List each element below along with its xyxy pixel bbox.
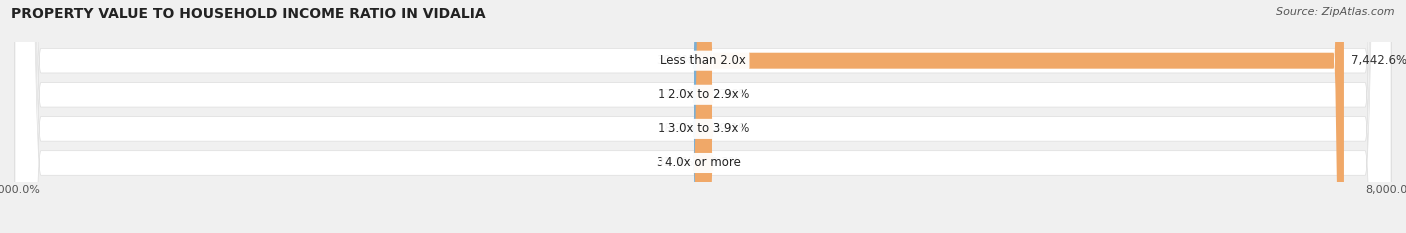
Text: 30.2%: 30.2% (657, 54, 693, 67)
Text: 31.9%: 31.9% (657, 157, 693, 169)
FancyBboxPatch shape (15, 0, 1391, 233)
Text: 3.0x to 3.9x: 3.0x to 3.9x (668, 122, 738, 135)
Text: 9.3%: 9.3% (710, 157, 741, 169)
FancyBboxPatch shape (693, 0, 711, 233)
Text: 29.1%: 29.1% (713, 122, 749, 135)
FancyBboxPatch shape (693, 0, 710, 233)
Text: Source: ZipAtlas.com: Source: ZipAtlas.com (1277, 7, 1395, 17)
FancyBboxPatch shape (693, 0, 711, 233)
FancyBboxPatch shape (15, 0, 1391, 233)
FancyBboxPatch shape (695, 0, 713, 233)
FancyBboxPatch shape (695, 0, 713, 233)
FancyBboxPatch shape (15, 0, 1391, 233)
FancyBboxPatch shape (693, 0, 713, 233)
FancyBboxPatch shape (693, 0, 711, 233)
FancyBboxPatch shape (703, 0, 1344, 233)
Text: 2.0x to 2.9x: 2.0x to 2.9x (668, 88, 738, 101)
Text: 27.6%: 27.6% (713, 88, 749, 101)
Text: 7,442.6%: 7,442.6% (1351, 54, 1406, 67)
Text: 4.0x or more: 4.0x or more (665, 157, 741, 169)
Text: 18.7%: 18.7% (657, 122, 695, 135)
Text: PROPERTY VALUE TO HOUSEHOLD INCOME RATIO IN VIDALIA: PROPERTY VALUE TO HOUSEHOLD INCOME RATIO… (11, 7, 486, 21)
FancyBboxPatch shape (15, 0, 1391, 233)
Text: 17.2%: 17.2% (657, 88, 695, 101)
Text: Less than 2.0x: Less than 2.0x (659, 54, 747, 67)
